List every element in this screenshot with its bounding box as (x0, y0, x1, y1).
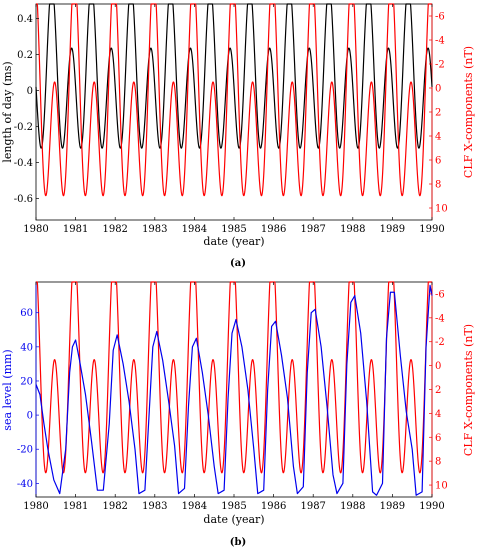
right-tick-label: -2 (435, 60, 445, 71)
panel-b: 1980 1981 1982 1983 1984 1985 1986 1987 1988 1989… (1, 281, 475, 548)
left-tick-label: 60 (20, 308, 33, 319)
x-tick-label: 1983 (142, 501, 167, 512)
x-tick-label: 1987 (300, 501, 325, 512)
x-tick-label: 1984 (182, 224, 207, 235)
right-tick-label: 8 (435, 180, 441, 191)
panel-a-ylabel-right: CLF X-components (nT) (462, 46, 475, 178)
x-tick-label: 1981 (63, 501, 88, 512)
left-tick-label: 0 (27, 86, 33, 97)
panel-a-label: (a) (230, 258, 246, 269)
right-tick-label: 8 (435, 457, 441, 468)
right-tick-label: 6 (435, 156, 441, 167)
left-tick-label: -0.6 (14, 194, 33, 205)
left-tick-label: 0 (27, 411, 33, 422)
left-tick-label: 40 (20, 342, 33, 353)
panel-b-right-ticks: -6 -4 -2 0 2 4 6 8 10 (429, 289, 448, 492)
left-tick-label: -0.4 (14, 158, 33, 169)
left-tick-label: 0.4 (17, 14, 33, 25)
x-tick-label: 1986 (261, 224, 286, 235)
right-tick-label: 4 (435, 409, 441, 420)
left-tick-label: 20 (20, 376, 33, 387)
x-tick-label: 1982 (102, 501, 127, 512)
right-tick-label: 4 (435, 132, 441, 143)
left-tick-label: -20 (17, 445, 33, 456)
panel-b-ylabel-left: sea level (mm) (1, 349, 14, 430)
panel-a-ylabel-left: length of day (ms) (1, 61, 14, 162)
x-tick-label: 1985 (221, 501, 246, 512)
left-tick-label: 0.2 (17, 50, 33, 61)
right-tick-label: 0 (435, 84, 441, 95)
x-tick-label: 1980 (23, 501, 48, 512)
panel-a-xlabel: date (year) (203, 235, 264, 248)
x-tick-label: 1987 (300, 224, 325, 235)
panel-b-xlabel: date (year) (203, 513, 264, 526)
panel-a-x-ticks: 1980 1981 1982 1983 1984 1985 1986 1987 1988 1989… (23, 4, 445, 235)
x-tick-label: 1985 (221, 224, 246, 235)
panel-b-left-ticks: 60 40 20 0 -20 -40 (17, 308, 39, 490)
x-tick-label: 1990 (419, 224, 444, 235)
left-tick-label: -0.2 (14, 122, 33, 133)
panel-b-curves (35, 281, 433, 496)
right-tick-label: 2 (435, 108, 441, 119)
series-clf-line (35, 281, 433, 474)
panel-b-ylabel-right: CLF X-components (nT) (462, 324, 475, 456)
series-sea-line (35, 284, 433, 496)
right-tick-label: -4 (435, 36, 445, 47)
panel-b-frame (35, 281, 433, 498)
right-tick-label: 10 (435, 481, 448, 492)
x-tick-label: 1988 (340, 224, 365, 235)
panel-a-left-ticks: 0.4 0.2 0 -0.2 -0.4 -0.6 (14, 14, 39, 205)
x-tick-label: 1989 (380, 501, 405, 512)
right-tick-label: -2 (435, 337, 445, 348)
left-tick-label: -40 (17, 479, 33, 490)
panel-b-label: (b) (230, 537, 246, 548)
x-tick-label: 1986 (261, 501, 286, 512)
right-tick-label: 6 (435, 433, 441, 444)
x-tick-label: 1983 (142, 224, 167, 235)
x-tick-label: 1984 (182, 501, 207, 512)
right-tick-label: -6 (435, 289, 445, 300)
panel-a-right-ticks: -6 -4 -2 0 2 4 6 8 10 (429, 12, 448, 215)
right-tick-label: 0 (435, 361, 441, 372)
panel-a-curves (35, 3, 433, 197)
x-tick-label: 1988 (340, 501, 365, 512)
right-tick-label: 2 (435, 385, 441, 396)
series-lod-line (35, 3, 433, 149)
right-tick-label: -4 (435, 313, 445, 324)
right-tick-label: -6 (435, 12, 445, 23)
x-tick-label: 1981 (63, 224, 88, 235)
x-tick-label: 1989 (380, 224, 405, 235)
x-tick-label: 1982 (102, 224, 127, 235)
x-tick-label: 1990 (419, 501, 444, 512)
x-tick-label: 1980 (23, 224, 48, 235)
panel-b-x-ticks: 1980 1981 1982 1983 1984 1985 1986 1987 1988 1989… (23, 282, 445, 512)
right-tick-label: 10 (435, 204, 448, 215)
panel-a: 1980 1981 1982 1983 1984 1985 1986 1987 1988 1989… (1, 3, 475, 269)
